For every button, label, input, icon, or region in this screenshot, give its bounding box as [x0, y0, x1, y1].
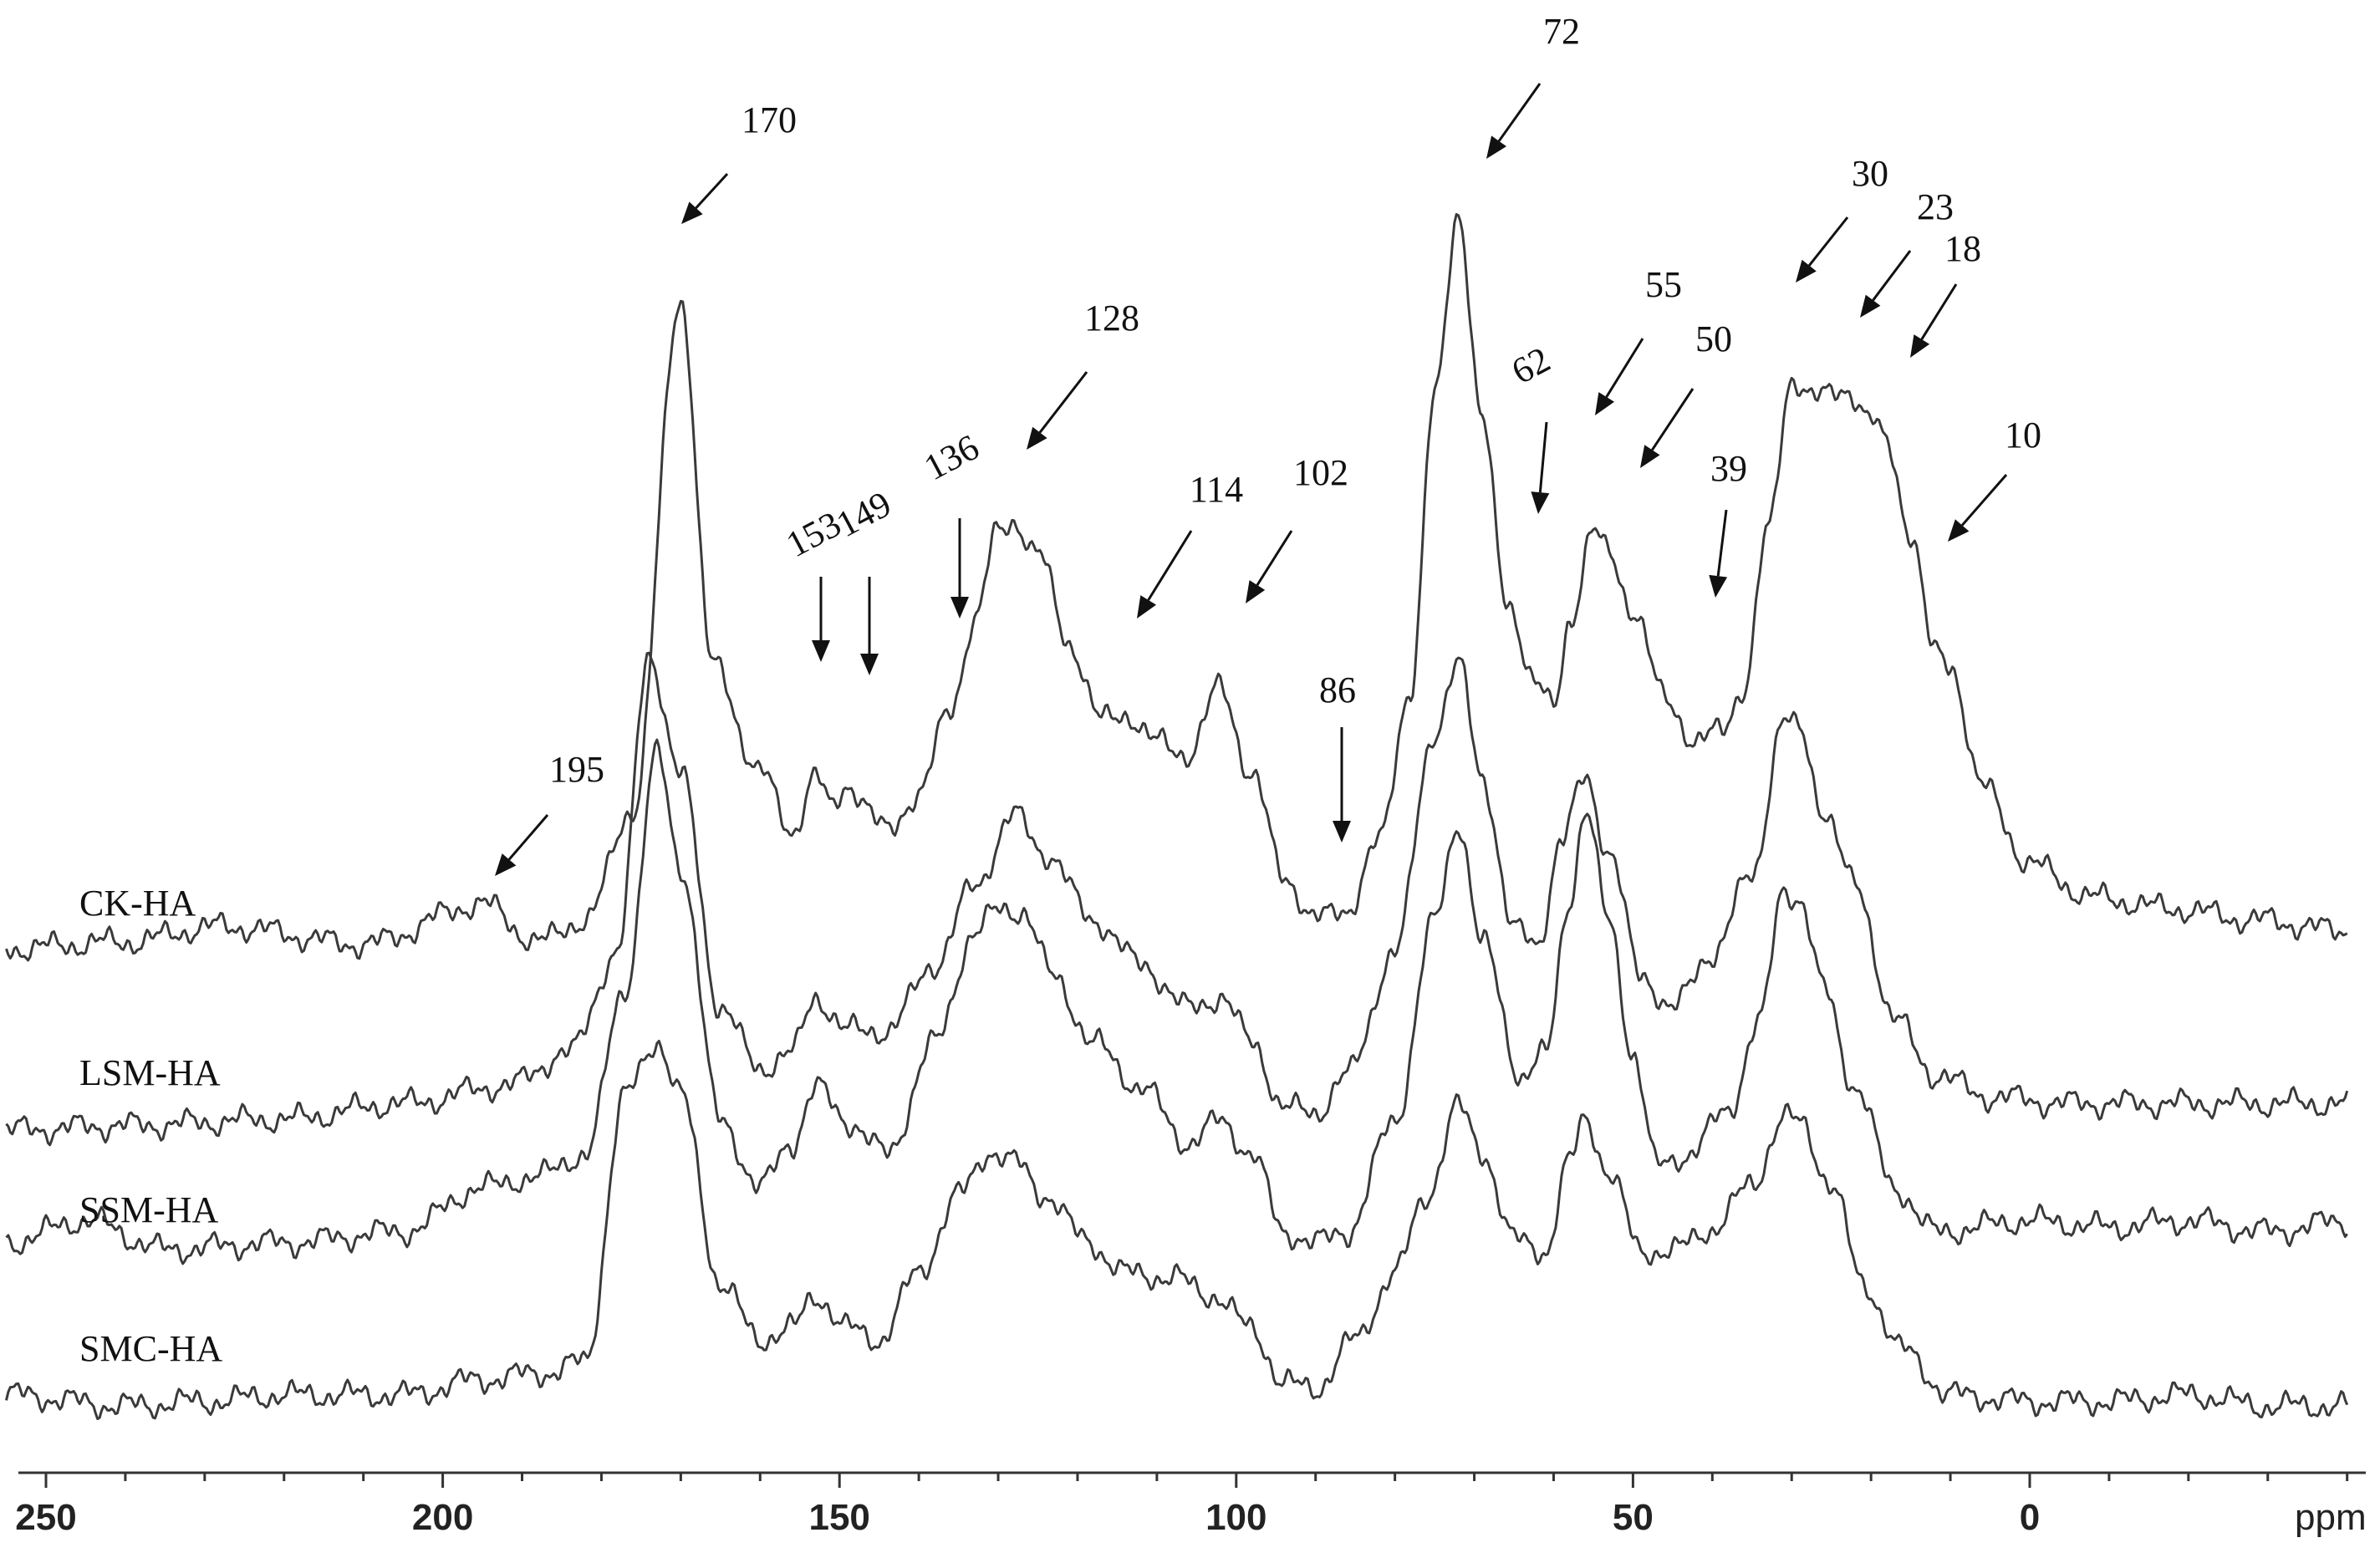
arrow-shaft [1651, 388, 1695, 451]
peak-annotation-23: 23 [1860, 186, 1954, 318]
arrow-shaft [1716, 509, 1728, 577]
peak-label-170: 170 [742, 99, 797, 140]
x-tick-label-50: 50 [1613, 1497, 1654, 1538]
peak-label-30: 30 [1852, 153, 1888, 194]
arrow-head [1910, 334, 1930, 358]
x-tick-label-150: 150 [808, 1497, 869, 1538]
peak-annotation-30: 30 [1796, 153, 1888, 283]
peak-label-10: 10 [2005, 415, 2041, 456]
peak-annotation-153: 153 [780, 503, 848, 662]
arrow-head [1640, 445, 1660, 468]
peak-annotation-50: 50 [1640, 318, 1732, 468]
peak-label-195: 195 [549, 749, 604, 790]
arrow-shaft [507, 814, 549, 861]
arrow-shaft [1256, 530, 1293, 586]
peak-annotation-55: 55 [1595, 264, 1682, 415]
arrow-shaft [1605, 338, 1644, 398]
peak-annotation-114: 114 [1137, 469, 1243, 619]
peak-label-50: 50 [1695, 318, 1732, 359]
peak-label-136: 136 [918, 426, 986, 488]
arrow-shaft [1538, 421, 1548, 493]
peak-label-23: 23 [1917, 186, 1954, 227]
arrow-head [950, 597, 969, 619]
x-tick-label-250: 250 [15, 1497, 76, 1538]
spectrum-line-lsm-ha [5, 651, 2349, 1147]
arrow-head [1948, 519, 1970, 542]
arrow-head [860, 654, 879, 675]
series-label-lsm-ha: LSM-HA [79, 1052, 221, 1093]
spectrum-line-smc-ha [5, 1040, 2349, 1420]
arrow-shaft [1872, 250, 1912, 302]
arrow-shaft [1147, 530, 1193, 601]
series-label-smc-ha: SMC-HA [79, 1328, 222, 1369]
spectrum-line-ssm-ha [5, 738, 2348, 1265]
peak-label-102: 102 [1293, 452, 1348, 493]
peak-annotation-149: 149 [830, 483, 898, 675]
series-label-ck-ha: CK-HA [79, 883, 196, 924]
peak-annotation-102: 102 [1246, 452, 1348, 603]
series-label-ssm-ha: SSM-HA [79, 1189, 218, 1230]
arrow-head [1486, 135, 1507, 159]
arrow-head [1531, 491, 1550, 514]
x-tick-label-100: 100 [1205, 1497, 1266, 1538]
peak-annotation-39: 39 [1709, 448, 1747, 598]
peak-label-86: 86 [1319, 670, 1356, 710]
peak-annotation-18: 18 [1910, 228, 1981, 358]
spectrum-line-ck-ha [5, 212, 2348, 962]
x-axis: ppm 250 200 150 100 50 0 [15, 1471, 2367, 1538]
peak-annotation-62: 62 [1505, 339, 1557, 514]
x-tick-label-200: 200 [412, 1497, 473, 1538]
peak-label-114: 114 [1190, 469, 1243, 510]
arrow-head [1595, 392, 1615, 415]
arrow-head [681, 201, 703, 224]
arrow-head [495, 853, 517, 876]
arrow-head [1027, 426, 1047, 450]
peak-annotation-136: 136 [918, 426, 986, 619]
arrow-head [1333, 821, 1351, 843]
x-axis-unit-label: ppm [2295, 1497, 2367, 1538]
peak-annotation-86: 86 [1319, 670, 1356, 843]
x-tick-label-0: 0 [2020, 1497, 2040, 1538]
peak-annotation-170: 170 [681, 99, 797, 224]
peak-label-39: 39 [1710, 448, 1747, 489]
peak-label-55: 55 [1645, 264, 1682, 305]
peak-label-128: 128 [1084, 298, 1139, 339]
arrow-head [812, 640, 830, 662]
peak-annotation-72: 72 [1486, 11, 1580, 159]
arrow-head [1709, 574, 1728, 598]
arrow-head [1796, 259, 1817, 283]
arrow-shaft [1808, 216, 1849, 267]
peak-annotation-10: 10 [1948, 415, 2041, 542]
arrow-shaft [1960, 474, 2008, 527]
spectra-layer [5, 212, 2349, 1420]
arrow-head [1246, 580, 1266, 603]
peak-label-72: 72 [1543, 11, 1580, 52]
arrow-shaft [1038, 371, 1088, 434]
arrow-shaft [1497, 83, 1542, 142]
peak-annotation-195: 195 [495, 749, 604, 876]
peak-annotation-128: 128 [1027, 298, 1139, 450]
peak-label-62: 62 [1505, 339, 1557, 392]
arrow-head [1137, 595, 1157, 619]
arrow-shaft [1920, 283, 1958, 340]
arrow-shaft [695, 172, 729, 209]
series-label-layer: CK-HA LSM-HA SSM-HA SMC-HA [79, 883, 222, 1369]
arrow-head [1860, 294, 1881, 318]
peak-label-18: 18 [1944, 228, 1981, 269]
